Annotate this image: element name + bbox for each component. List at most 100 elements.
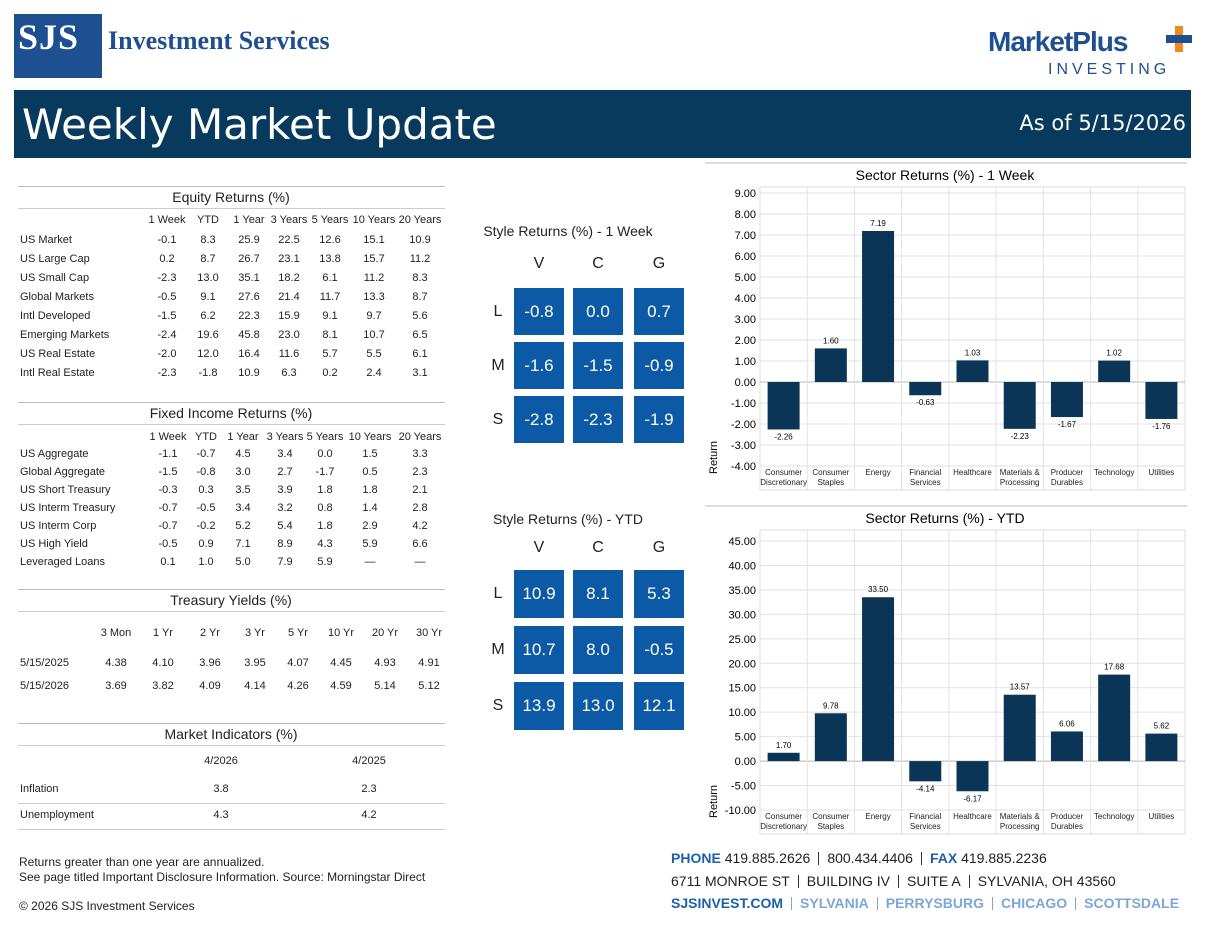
bar [909, 761, 942, 782]
cell: 1.0 [198, 556, 214, 568]
y-tick-label: 8.00 [735, 209, 756, 221]
page-title: Weekly Market Update [22, 100, 497, 149]
cell: -0.5 [158, 538, 178, 550]
style-col: V [533, 539, 545, 556]
plot-frame [759, 186, 1186, 491]
cell: -1.1 [158, 448, 178, 460]
bar [862, 597, 895, 762]
column-header: 10 Years [352, 214, 396, 226]
column-header: 1 Yr [153, 627, 173, 639]
cell: 2.8 [412, 502, 428, 514]
cell: 4.59 [330, 680, 352, 692]
link[interactable]: PERRYSBURG [885, 895, 985, 911]
value-label: 33.50 [868, 585, 889, 594]
value-label: -1.76 [1152, 422, 1171, 431]
cell: 4.07 [287, 657, 309, 669]
column-header: 20 Yr [371, 627, 399, 639]
style-col: V [533, 255, 545, 272]
link[interactable]: CHICAGO [1001, 895, 1068, 911]
style-col: C [592, 255, 604, 272]
cell: -2.4 [157, 329, 177, 341]
column-header: 2 Yr [200, 627, 220, 639]
cell: 23.1 [278, 253, 300, 265]
cell: — [364, 556, 376, 568]
style-row: L [493, 585, 503, 602]
cell: 8.7 [412, 291, 428, 303]
column-header: YTD [195, 431, 217, 443]
cell: -1.5 [158, 466, 178, 478]
brand: MarketPlus [988, 26, 1128, 57]
cell: -2.0 [157, 348, 177, 360]
value-label: -0.63 [916, 398, 935, 407]
row-label: Global Markets [20, 291, 94, 303]
y-tick-label: 2.00 [735, 335, 756, 347]
link[interactable]: SCOTTSDALE [1084, 895, 1180, 911]
cell: -0.7 [158, 502, 178, 514]
cell: 15.9 [278, 310, 300, 322]
style-cell: -2.8 [514, 396, 564, 443]
cell: 3.82 [152, 680, 174, 692]
x-tick-label: Technology [1093, 468, 1135, 477]
cell: 7.9 [277, 556, 293, 568]
row-label: US Aggregate [20, 448, 89, 460]
cell: 3.4 [277, 448, 293, 460]
cell: 21.4 [278, 291, 300, 303]
rule [18, 611, 445, 612]
x-tick-label: Utilities [1148, 468, 1175, 477]
cell: -1.5 [157, 310, 177, 322]
y-tick-label: -2.00 [731, 419, 756, 431]
style-row: M [491, 641, 505, 658]
cell: -2.3 [157, 367, 177, 379]
cell: -0.5 [196, 502, 216, 514]
bar [956, 360, 989, 382]
row-label: Inflation [20, 783, 59, 795]
cell: 8.1 [322, 329, 338, 341]
cell: -0.3 [158, 484, 178, 496]
value-label: -4.14 [916, 784, 935, 793]
value-label: 6.06 [1059, 719, 1075, 728]
style-cell: -1.5 [573, 342, 623, 389]
bar [1098, 674, 1131, 762]
cell: 1.8 [362, 484, 378, 496]
cell: -1.8 [198, 367, 218, 379]
cell: 13.8 [319, 253, 341, 265]
cell: 4.3 [213, 809, 229, 821]
contact-links: SJSINVEST.COM SYLVANIA PERRYSBURG CHICAGO SC… [671, 895, 1179, 911]
column-header: 5 Yr [288, 627, 308, 639]
column-header: YTD [197, 214, 219, 226]
cell: 10.9 [409, 234, 431, 246]
cell: 4.14 [244, 680, 266, 692]
rule [18, 208, 445, 209]
style-cell: 8.0 [573, 626, 623, 674]
table-title: Equity Returns (%) [172, 189, 290, 205]
cell: 8.7 [200, 253, 216, 265]
cell: 4.93 [374, 657, 396, 669]
cell: 3.8 [213, 783, 229, 795]
link[interactable]: SYLVANIA [800, 895, 869, 911]
style-row: S [492, 697, 504, 714]
cell: 4.38 [105, 657, 127, 669]
cell: 2.7 [277, 466, 293, 478]
value-label: -2.26 [774, 432, 793, 441]
link[interactable]: SJSINVEST.COM [671, 895, 784, 911]
x-tick-label: Producer Durables [1050, 812, 1084, 831]
x-tick-label: Energy [865, 468, 891, 477]
style-row: S [492, 410, 504, 428]
cell: 6.1 [322, 272, 338, 284]
cell: 6.3 [281, 367, 297, 379]
contact-address: 6711 MONROE ST BUILDING IV SUITE A SYLVANIA… [671, 873, 1116, 889]
cell: 5.2 [235, 520, 251, 532]
cell: 12.0 [197, 348, 219, 360]
rule [18, 723, 445, 724]
cell: 3.5 [235, 484, 251, 496]
cell: 13.0 [197, 272, 219, 284]
cell: 1.4 [362, 502, 378, 514]
cell: -0.2 [196, 520, 216, 532]
phone: 800.434.4406 [827, 850, 913, 866]
row-label: Leveraged Loans [20, 556, 106, 568]
logo-box [14, 14, 102, 78]
cell: 4.5 [235, 448, 251, 460]
y-tick-label: 30.00 [728, 609, 756, 621]
cell: 5.0 [235, 556, 251, 568]
